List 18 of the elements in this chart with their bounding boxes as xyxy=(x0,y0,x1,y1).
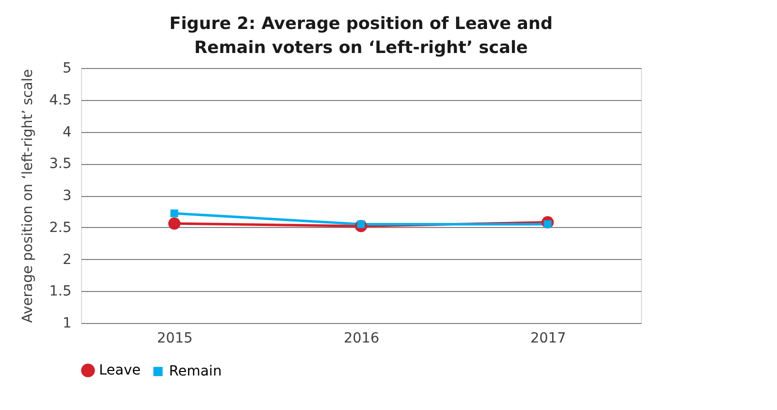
chart-title: Figure 2: Average position of Leave and Remain voters on ‘Left-right’ scale xyxy=(169,14,553,58)
legend-label: Leave xyxy=(99,362,141,378)
y-tick-label: 5 xyxy=(62,60,72,76)
point xyxy=(170,209,178,218)
x-tick-label: 2016 xyxy=(344,330,380,346)
y-tick-label: 3.5 xyxy=(49,156,72,172)
point xyxy=(168,217,180,230)
y-tick-label: 4.5 xyxy=(49,92,72,108)
y-tick-label: 3 xyxy=(62,188,72,204)
y-tick-label: 2 xyxy=(62,252,72,268)
y-tick-label: 2.5 xyxy=(49,220,72,236)
x-tick-label: 2017 xyxy=(530,330,566,346)
y-axis-title: Average position on ‘left-right’ scale xyxy=(20,69,36,323)
y-tick-label: 4 xyxy=(62,124,72,140)
legend-label: Remain xyxy=(169,364,222,380)
x-tick-label: 2015 xyxy=(157,330,193,346)
y-tick-label: 1.5 xyxy=(49,284,72,300)
y-tick-label: 1 xyxy=(62,316,72,332)
